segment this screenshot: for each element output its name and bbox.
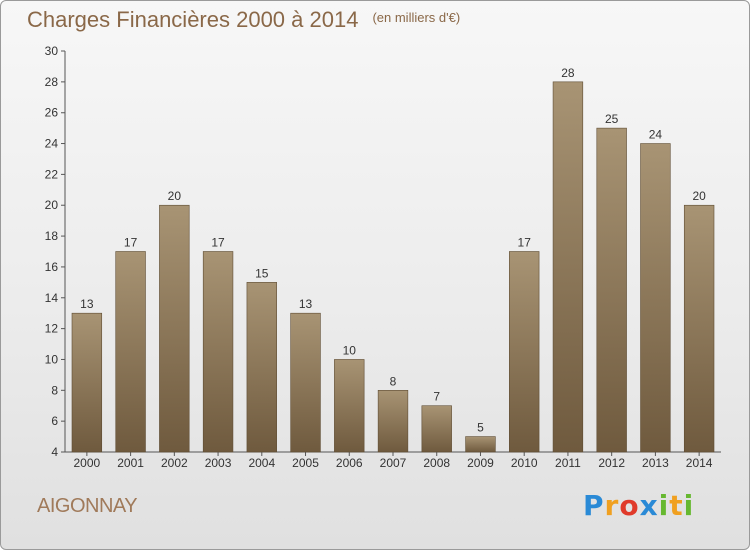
x-tick-label-2001: 2001 [117,456,144,470]
x-tick-label-2011: 2011 [555,456,581,470]
data-label-2013: 24 [649,128,663,142]
y-tick-label: 12 [45,322,59,336]
proxiti-logo: Proxiti [583,489,695,522]
y-tick-label: 4 [51,445,58,459]
bar-2001 [115,251,146,453]
bar-2011 [552,81,584,453]
data-label-2003: 17 [211,236,225,250]
data-label-2004: 15 [255,266,269,280]
x-tick-label-2004: 2004 [248,456,275,470]
data-label-2007: 8 [390,374,397,388]
x-tick-label-2002: 2002 [161,456,188,470]
data-label-2009: 5 [477,421,484,435]
y-tick-label: 28 [45,75,59,89]
y-tick-label: 8 [51,383,58,397]
x-tick-label-2012: 2012 [598,456,625,470]
y-tick-label: 6 [51,414,58,428]
bar-2009 [465,436,496,453]
commune-name: AIGONNAY [37,495,138,517]
data-label-2000: 13 [80,297,94,311]
y-tick-label: 10 [45,352,59,366]
x-tick-label-2008: 2008 [423,456,450,470]
x-tick-label-2009: 2009 [467,456,494,470]
data-label-2010: 17 [518,236,532,250]
chart-title: Charges Financières 2000 à 2014 (en milli… [27,7,460,33]
x-tick-label-2013: 2013 [642,456,669,470]
y-tick-label: 18 [45,229,59,243]
x-tick-label-2014: 2014 [686,456,713,470]
chart-title-text: Charges Financières 2000 à 2014 [27,7,359,32]
bar-2003 [202,251,234,453]
x-tick-label-2000: 2000 [74,456,101,470]
bar-2005 [290,312,321,453]
data-label-2006: 10 [343,343,357,357]
x-tick-label-2010: 2010 [511,456,538,470]
y-tick-label: 14 [45,291,59,305]
axes: 4 6 8 10 12 14 16 18 20 22 24 26 28 30 2000 2001 2002 200… [45,44,721,470]
bar-2010 [509,251,540,453]
y-tick-label: 20 [45,198,59,212]
bar-2012 [596,127,627,453]
bar-2008 [421,405,452,453]
y-tick-label: 24 [45,137,59,151]
data-label-2012: 25 [605,112,619,126]
data-label-2011: 28 [561,66,575,80]
chart-unit: (en milliers d'€) [372,10,461,25]
bar-2013 [640,143,671,453]
data-label-2001: 17 [124,236,138,250]
y-tick-label: 26 [45,106,59,120]
bar-2014 [683,204,715,453]
x-tick-label-2005: 2005 [292,456,319,470]
x-tick-label-2006: 2006 [336,456,363,470]
x-tick-label-2003: 2003 [205,456,232,470]
data-label-2005: 13 [299,297,313,311]
data-label-2014: 20 [692,189,706,203]
x-tick-label-2007: 2007 [380,456,407,470]
bar-2007 [377,390,409,453]
bar-2006 [334,359,365,453]
y-tick-label: 22 [45,167,59,181]
bar-2000 [71,312,103,453]
y-tick-label: 30 [45,44,59,58]
data-label-2008: 7 [433,390,440,404]
bar-2002 [159,204,190,453]
y-tick-label: 16 [45,260,59,274]
data-label-2002: 20 [168,189,182,203]
bar-2004 [246,282,277,453]
bars: 13 17 20 17 15 13 10 8 7 5 17 28 25 24 20 [71,66,715,453]
